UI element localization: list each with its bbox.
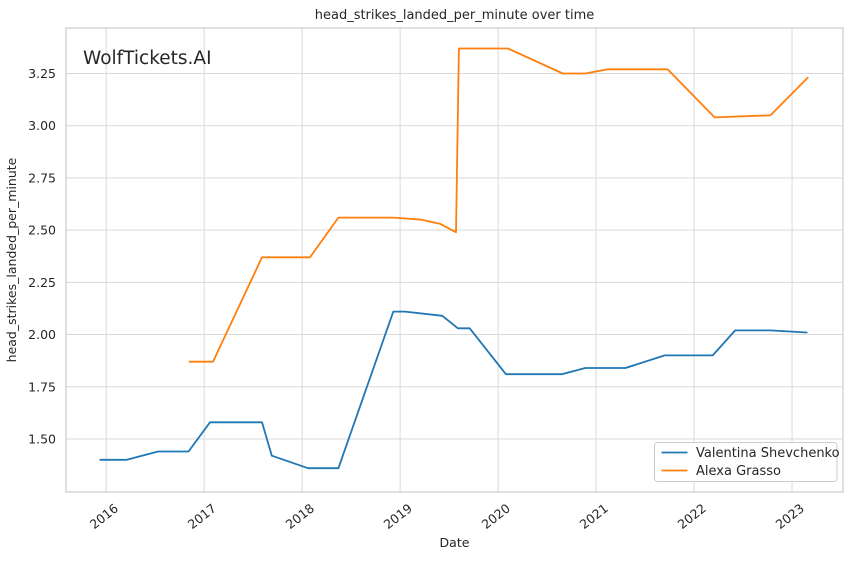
legend: Valentina Shevchenko Alexa Grasso	[654, 442, 840, 482]
y-tick-label: 3.00	[28, 118, 56, 133]
y-tick-label: 2.25	[28, 275, 56, 290]
x-tick-label: 2021	[577, 501, 611, 532]
x-gridlines-group	[105, 28, 793, 492]
plot-border	[65, 27, 844, 493]
y-tick-label: 1.50	[28, 431, 56, 446]
x-tick-label: 2022	[675, 501, 709, 532]
series-line-valentina-shevchenko	[99, 310, 808, 470]
legend-label-alexa: Alexa Grasso	[696, 464, 781, 479]
plot-area	[66, 28, 843, 492]
y-tick-label: 1.75	[28, 379, 56, 394]
legend-label-valentina: Valentina Shevchenko	[696, 446, 840, 461]
y-tick-label: 2.50	[28, 223, 56, 238]
x-tick-label: 2016	[87, 501, 121, 532]
x-tick-label: 2018	[283, 501, 317, 532]
x-tick-labels-group: 2016 2017 2018 2019 2020 2021 2022 2023	[87, 501, 807, 532]
y-tick-labels-group: 1.50 1.75 2.00 2.25 2.50 2.75 3.00 3.25	[28, 66, 56, 446]
series-line-alexa-grasso	[188, 47, 809, 363]
x-tick-label: 2020	[479, 501, 513, 532]
y-axis-label: head_strikes_landed_per_minute	[4, 157, 19, 362]
x-tick-label: 2023	[773, 501, 807, 532]
y-tick-label: 2.00	[28, 327, 56, 342]
y-gridlines-group	[66, 73, 843, 440]
watermark-text: WolfTickets.AI	[83, 48, 212, 69]
chart-title: head_strikes_landed_per_minute over time	[315, 8, 595, 23]
x-tick-label: 2017	[185, 501, 219, 532]
y-tick-label: 3.25	[28, 66, 56, 81]
x-axis-label: Date	[440, 535, 470, 550]
series-lines-group	[99, 47, 809, 470]
legend-box	[654, 442, 838, 482]
y-tick-label: 2.75	[28, 170, 56, 185]
x-tick-label: 2019	[381, 501, 415, 532]
